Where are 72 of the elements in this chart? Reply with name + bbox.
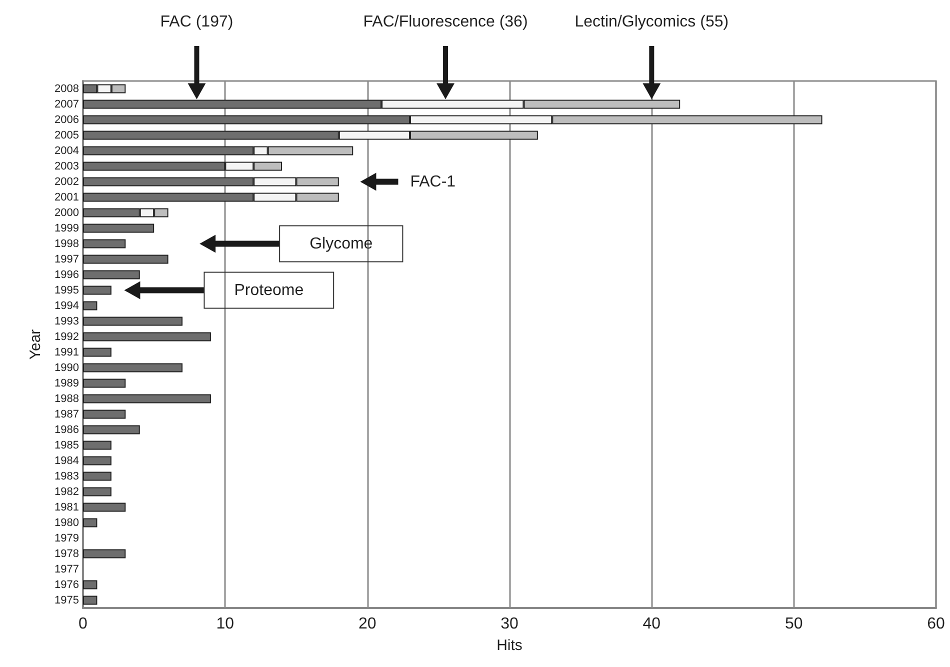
y-tick-label: 1990 (54, 362, 79, 374)
text: FAC/Fluorescence (36) (363, 14, 528, 30)
y-tick-label: 1976 (54, 578, 79, 591)
annotation: Proteome (234, 282, 304, 299)
annotation: FAC-1 (410, 173, 456, 190)
bar (83, 549, 126, 558)
y-tick-label: 1993 (54, 315, 79, 328)
y-tick-label: 1980 (54, 516, 79, 529)
bar (83, 348, 112, 357)
y-tick-label: 1992 (54, 330, 79, 343)
annotation: Glycome (310, 235, 373, 252)
y-tick-label: 1998 (54, 238, 79, 250)
y-tick-label: 1979 (54, 532, 79, 544)
y-tick-label: 2008 (54, 82, 79, 95)
y-tick-label: 1982 (54, 486, 79, 498)
y-tick-label: 1996 (54, 268, 79, 281)
x-tick-label: 10 (216, 616, 234, 632)
text: Lectin/Glycomics (55) (574, 14, 729, 30)
x-tick-label: 30 (500, 616, 518, 632)
bar (83, 425, 140, 434)
y-tick-label: 1984 (54, 454, 79, 467)
bar (83, 410, 126, 419)
bar (83, 456, 112, 466)
y-tick-label: 1988 (54, 392, 79, 405)
y-tick-label: 1999 (54, 222, 79, 234)
y-tick-label: 1987 (54, 408, 79, 420)
y-tick-label: 1991 (54, 346, 79, 358)
y-tick-label: 2001 (54, 191, 79, 204)
bar (83, 224, 154, 233)
bar (83, 502, 126, 512)
bar (83, 301, 98, 310)
bar (83, 239, 126, 248)
y-tick-label: 1995 (54, 284, 79, 296)
x-tick-label: 60 (927, 616, 945, 632)
bar (83, 580, 98, 590)
y-tick-label: 1994 (54, 300, 79, 312)
y-tick-label: 2004 (54, 144, 79, 157)
y-tick-label: 2005 (54, 129, 79, 142)
y-tick-label: 1985 (54, 439, 79, 452)
x-tick-label: 20 (358, 616, 376, 632)
bar (83, 518, 98, 528)
bar (83, 316, 183, 326)
y-tick-label: 1977 (54, 563, 79, 576)
y-tick-label: 1983 (54, 470, 79, 482)
y-axis-title: Year (27, 329, 44, 360)
y-tick-label: 1978 (54, 548, 79, 560)
y-tick-label: 2003 (54, 160, 79, 172)
y-tick-label: 2007 (54, 98, 79, 110)
y-tick-label: 1975 (54, 594, 79, 606)
bar (83, 254, 168, 264)
bar (83, 472, 112, 481)
bar (83, 363, 183, 372)
x-axis-title: Hits (496, 637, 522, 654)
bar (83, 378, 126, 388)
text: FAC (197) (160, 14, 234, 30)
y-tick-label: 2006 (54, 114, 79, 126)
bar (83, 286, 112, 295)
y-tick-label: 1997 (54, 253, 79, 266)
y-tick-label: 2002 (54, 176, 79, 188)
x-tick-label: 0 (78, 616, 88, 632)
x-tick-label: 40 (642, 616, 661, 632)
bar (83, 270, 140, 280)
bar (83, 332, 211, 342)
bar (83, 394, 211, 404)
y-tick-label: 1986 (54, 424, 79, 436)
bar (83, 440, 112, 450)
bar (83, 487, 112, 496)
x-tick-label: 50 (784, 616, 803, 632)
y-tick-label: 1989 (54, 377, 79, 390)
bar (83, 596, 98, 605)
y-tick-label: 2000 (54, 206, 79, 219)
y-tick-label: 1981 (54, 501, 79, 514)
